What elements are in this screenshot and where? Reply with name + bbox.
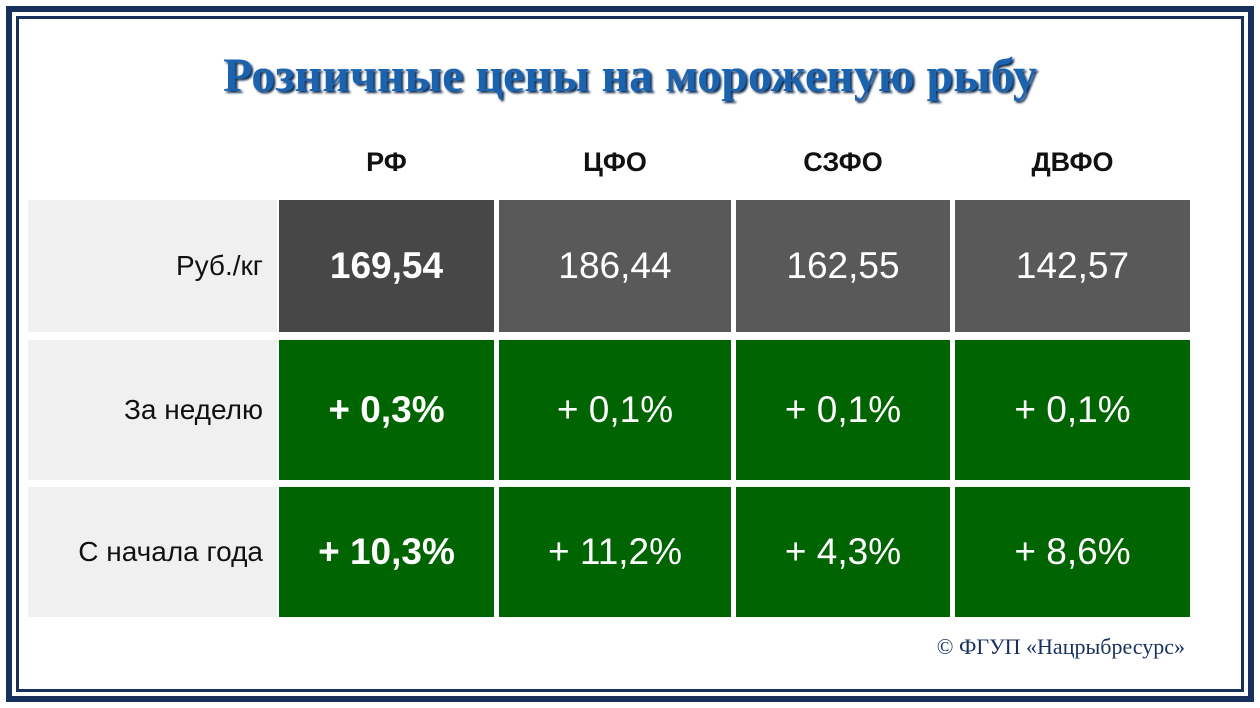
column-header: ДВФО [1031,147,1114,177]
row-label: За неделю [28,340,277,480]
row-label: С начала года [28,487,277,617]
copyright: © ФГУП «Нацрыбресурс» [936,634,1185,659]
value-cell: 142,57 [955,200,1190,332]
column-header: ЦФО [583,147,647,177]
inner-frame [16,16,1244,692]
value-cell: + 8,6% [955,487,1190,617]
value-cell: + 11,2% [499,487,731,617]
value-cell: + 0,3% [279,340,494,480]
row-label: Руб./кг [28,200,277,332]
outer-frame [6,6,1254,702]
value-cell: + 4,3% [736,487,950,617]
column-header: РФ [366,147,407,177]
value-cell: + 0,1% [499,340,731,480]
column-header: СЗФО [803,147,883,177]
value-cell: + 0,1% [736,340,950,480]
value-cell: 162,55 [736,200,950,332]
title: Розничные цены на мороженую рыбу [223,49,1037,102]
value-cell: + 0,1% [955,340,1190,480]
value-cell: 186,44 [499,200,731,332]
value-cell: 169,54 [279,200,494,332]
value-cell: + 10,3% [279,487,494,617]
